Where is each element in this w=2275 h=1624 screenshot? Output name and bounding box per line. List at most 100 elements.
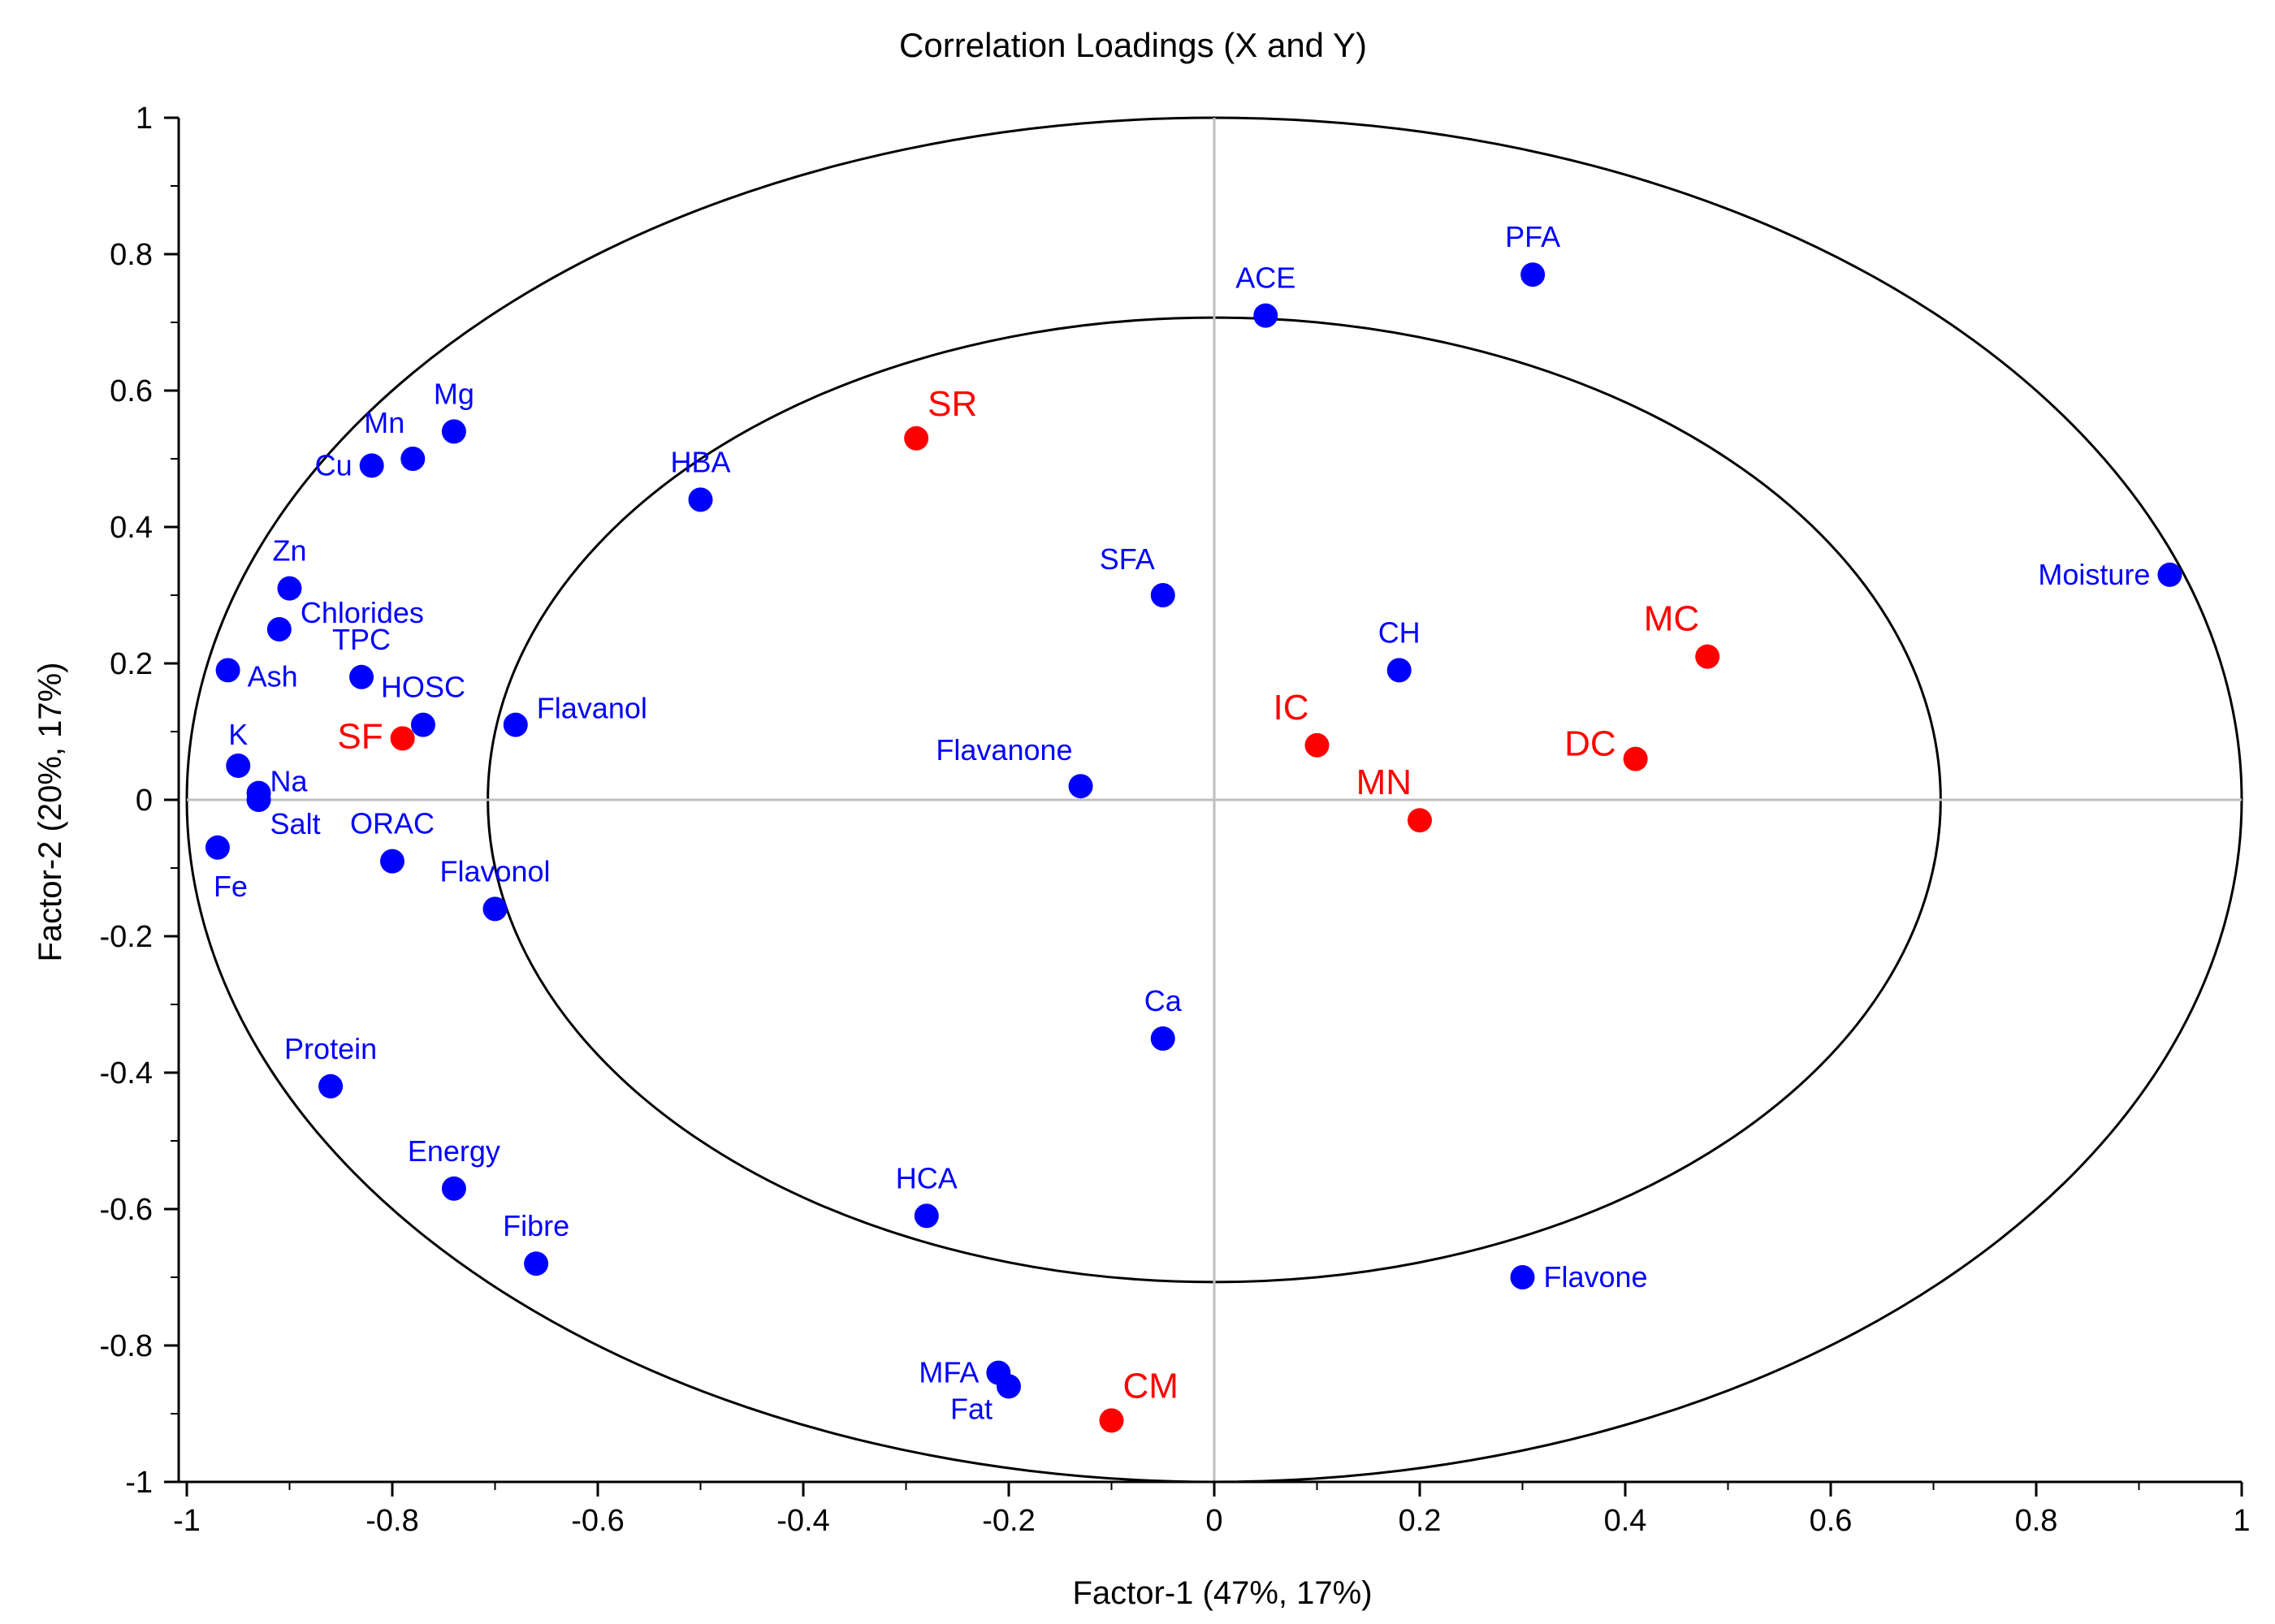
point-label-mfa: MFA	[919, 1356, 979, 1389]
x-tick-label: 0.8	[2015, 1504, 2058, 1538]
point-label-moisture: Moisture	[2038, 558, 2150, 591]
point-tpc	[349, 664, 374, 689]
point-label-mg: Mg	[434, 377, 474, 410]
point-ch	[1386, 658, 1412, 683]
y-tick-label: 0.2	[110, 647, 153, 681]
point-hca	[914, 1203, 939, 1229]
point-zn	[277, 576, 302, 601]
point-sfa	[1150, 583, 1175, 607]
point-mc	[1695, 644, 1720, 669]
x-tick-label: -0.6	[571, 1504, 624, 1538]
point-fe	[205, 835, 230, 860]
point-label-hosc: HOSC	[381, 671, 465, 704]
x-tick-label: 0.4	[1604, 1504, 1647, 1538]
point-label-chlorides: Chlorides	[301, 596, 424, 629]
point-label-ch: CH	[1378, 615, 1421, 649]
point-label-mn: MN	[1356, 762, 1412, 802]
point-mg	[441, 419, 466, 444]
y-axis-label: Factor-2 (20%, 17%)	[32, 662, 68, 961]
point-label-k: K	[228, 718, 248, 751]
y-tick-label: -1	[125, 1466, 153, 1500]
x-tick-label: -0.8	[365, 1504, 418, 1538]
point-label-mn: Mn	[364, 406, 404, 439]
point-ic	[1304, 732, 1330, 758]
point-energy	[441, 1176, 466, 1201]
point-label-salt: Salt	[270, 807, 321, 840]
point-label-ash: Ash	[248, 659, 298, 693]
point-salt	[246, 788, 271, 812]
x-axis-ticks: -1 -0.8 -0.6 -0.4 -0.2 0 0.2 0.4 0.6 0.8 1	[173, 1482, 2251, 1538]
point-label-sr: SR	[928, 384, 977, 424]
x-tick-label: -0.2	[982, 1504, 1035, 1538]
point-label-hca: HCA	[896, 1161, 958, 1194]
point-cu	[359, 453, 384, 478]
point-flavonol	[482, 896, 508, 922]
point-label-dc: DC	[1564, 724, 1616, 764]
x-tick-label: 0.2	[1399, 1504, 1442, 1538]
point-dc	[1623, 746, 1648, 771]
point-pfa	[1520, 262, 1546, 287]
point-label-cu: Cu	[315, 448, 352, 482]
point-mn	[400, 447, 426, 471]
y-tick-label: 0.4	[110, 511, 153, 545]
y-tick-label: 0	[136, 784, 153, 818]
y-tick-label: 1	[136, 102, 153, 136]
point-hosc	[410, 712, 435, 737]
point-cm	[1099, 1408, 1124, 1433]
point-flavanone	[1068, 774, 1093, 799]
y-tick-label: -0.6	[100, 1193, 153, 1227]
point-ace	[1253, 303, 1278, 328]
y-tick-label: -0.4	[100, 1056, 153, 1091]
point-label-sf: SF	[337, 716, 383, 756]
point-label-fibre: Fibre	[503, 1209, 569, 1242]
point-label-flavonol: Flavonol	[439, 854, 550, 888]
x-tick-label: -0.4	[776, 1504, 829, 1538]
point-ash	[215, 658, 240, 683]
point-ca	[1150, 1026, 1175, 1051]
point-chlorides	[266, 617, 292, 641]
point-orac	[380, 849, 404, 874]
point-label-flavanone: Flavanone	[936, 733, 1072, 767]
x-tick-label: -1	[173, 1504, 201, 1538]
y-tick-label: -0.8	[100, 1329, 153, 1363]
point-flavanol	[503, 712, 528, 737]
point-fat	[997, 1374, 1021, 1399]
x-axis-label: Factor-1 (47%, 17%)	[1072, 1575, 1372, 1611]
y-tick-label: 0.6	[110, 374, 153, 408]
x-tick-label: 1	[2233, 1504, 2250, 1538]
point-label-hba: HBA	[670, 445, 730, 478]
point-hba	[688, 487, 713, 512]
point-sr	[904, 425, 929, 451]
point-label-cm: CM	[1123, 1366, 1179, 1406]
point-flavone	[1510, 1265, 1535, 1289]
point-label-fat: Fat	[950, 1392, 993, 1425]
y-tick-label: 0.8	[110, 238, 153, 272]
point-label-fe: Fe	[214, 870, 248, 903]
point-label-orac: ORAC	[350, 807, 435, 840]
chart-title: Correlation Loadings (X and Y)	[899, 26, 1367, 64]
point-fibre	[524, 1251, 549, 1276]
y-tick-label: -0.2	[100, 920, 153, 954]
point-label-ic: IC	[1274, 688, 1309, 728]
point-mn	[1408, 808, 1432, 833]
point-label-zn: Zn	[272, 534, 306, 568]
y-axis-ticks: -1 -0.8 -0.6 -0.4 -0.2 0 0.2 0.4 0.6 0.8 1	[100, 102, 179, 1500]
point-label-tpc: TPC	[332, 623, 391, 656]
zero-lines	[187, 118, 2242, 1482]
point-label-pfa: PFA	[1505, 220, 1560, 253]
x-tick-label: 0	[1205, 1504, 1222, 1538]
point-label-na: Na	[270, 765, 309, 798]
point-k	[226, 754, 251, 778]
point-label-sfa: SFA	[1100, 542, 1155, 576]
x-tick-label: 0.6	[1810, 1504, 1853, 1538]
point-label-flavanol: Flavanol	[537, 692, 647, 725]
point-label-energy: Energy	[408, 1134, 500, 1168]
point-label-ace: ACE	[1235, 261, 1295, 295]
point-label-mc: MC	[1644, 599, 1699, 639]
point-label-ca: Ca	[1144, 984, 1183, 1017]
point-label-protein: Protein	[284, 1032, 377, 1065]
point-moisture	[2157, 562, 2182, 587]
point-protein	[318, 1073, 344, 1099]
